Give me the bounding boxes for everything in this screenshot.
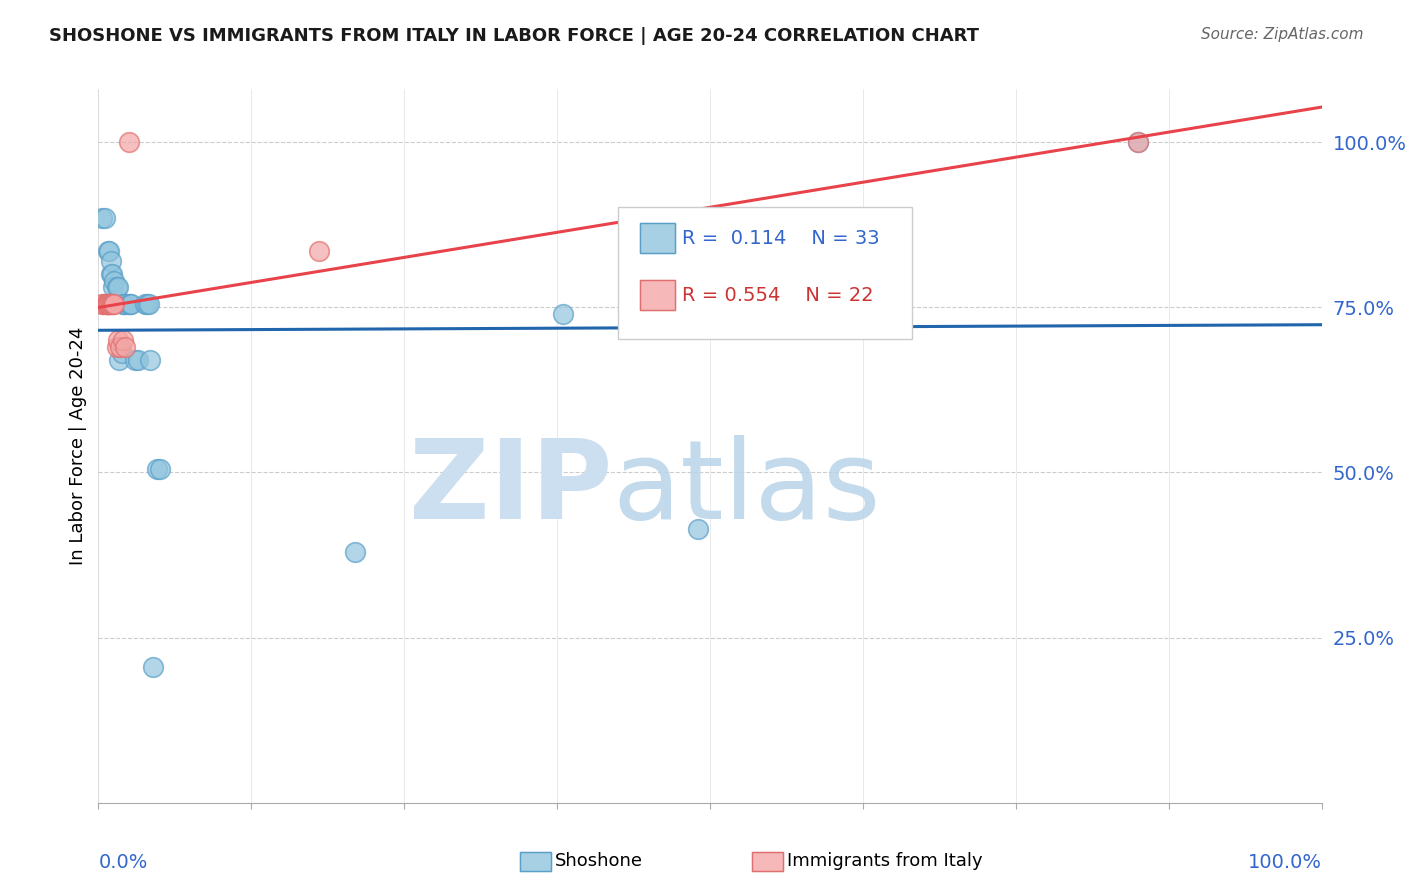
Point [110,340,132,354]
Point [103,274,125,288]
Point [139,353,162,368]
Point [111,297,134,311]
Point [120,297,142,311]
Point [96,297,118,311]
Point [97,297,120,311]
Text: 0.0%: 0.0% [98,853,148,871]
Point [553,307,575,321]
Point [118,135,141,149]
Point [93,211,115,225]
Point [344,545,367,559]
Point [111,333,134,347]
Text: Shoshone: Shoshone [555,852,644,870]
Point [120,297,142,311]
Point [101,267,124,281]
Text: 100.0%: 100.0% [1247,853,1322,871]
Point [100,254,122,268]
Text: Immigrants from Italy: Immigrants from Italy [787,852,983,870]
Point [100,267,122,281]
Point [101,297,124,311]
FancyBboxPatch shape [619,207,912,339]
Text: SHOSHONE VS IMMIGRANTS FROM ITALY IN LABOR FORCE | AGE 20-24 CORRELATION CHART: SHOSHONE VS IMMIGRANTS FROM ITALY IN LAB… [49,27,979,45]
Point [112,297,135,311]
Point [127,353,149,368]
Point [149,462,172,476]
Point [98,297,121,311]
Text: Source: ZipAtlas.com: Source: ZipAtlas.com [1201,27,1364,42]
Point [138,297,160,311]
Point [114,297,136,311]
Point [124,353,146,368]
Point [97,244,120,258]
Point [105,340,128,354]
Bar [640,223,675,253]
Point [108,353,131,368]
Point [1128,135,1150,149]
Bar [640,223,675,253]
Point [91,297,114,311]
Point [686,522,709,536]
Point [134,297,156,311]
Bar [640,280,675,310]
Point [308,244,330,258]
Point [142,660,165,674]
Point [105,280,128,294]
Point [650,313,672,327]
Point [111,346,134,360]
Text: R =  0.114    N = 33: R = 0.114 N = 33 [682,229,880,248]
Y-axis label: In Labor Force | Age 20-24: In Labor Force | Age 20-24 [69,326,87,566]
Point [101,297,124,311]
Point [100,297,122,311]
Point [107,280,129,294]
Point [98,297,121,311]
Point [98,244,121,258]
Text: R = 0.554    N = 22: R = 0.554 N = 22 [682,286,873,305]
Point [114,340,136,354]
Point [107,333,129,347]
Point [118,297,141,311]
Point [103,297,125,311]
Point [136,297,159,311]
Point [97,297,120,311]
Point [101,280,124,294]
Text: ZIP: ZIP [409,435,612,542]
Bar [640,280,675,310]
Point [100,297,122,311]
Point [1128,135,1150,149]
Point [96,297,118,311]
Point [91,297,114,311]
Point [146,462,169,476]
Point [94,297,117,311]
Text: atlas: atlas [612,435,880,542]
Point [91,211,114,225]
